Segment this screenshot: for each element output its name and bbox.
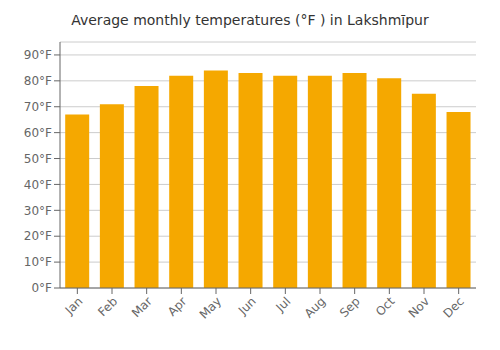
svg-text:20°F: 20°F bbox=[24, 229, 52, 243]
svg-text:80°F: 80°F bbox=[24, 74, 52, 88]
svg-text:30°F: 30°F bbox=[24, 204, 52, 218]
svg-text:50°F: 50°F bbox=[24, 152, 52, 166]
svg-text:60°F: 60°F bbox=[24, 126, 52, 140]
svg-text:10°F: 10°F bbox=[24, 255, 52, 269]
svg-text:Feb: Feb bbox=[95, 294, 120, 319]
svg-text:Nov: Nov bbox=[406, 294, 432, 320]
svg-text:Sep: Sep bbox=[337, 294, 363, 320]
svg-text:Jan: Jan bbox=[62, 294, 86, 318]
svg-text:May: May bbox=[197, 294, 224, 321]
svg-text:Apr: Apr bbox=[165, 294, 190, 319]
svg-text:Jul: Jul bbox=[273, 294, 294, 315]
svg-text:0°F: 0°F bbox=[31, 281, 52, 295]
svg-text:70°F: 70°F bbox=[24, 100, 52, 114]
html-text:Average monthly temperatures (: Average monthly temperatures (°F ) in La… bbox=[71, 12, 429, 28]
svg-text:90°F: 90°F bbox=[24, 48, 52, 62]
svg-text:Mar: Mar bbox=[129, 294, 155, 320]
svg-text:Aug: Aug bbox=[302, 294, 328, 320]
svg-text:40°F: 40°F bbox=[24, 178, 52, 192]
svg-text:Oct: Oct bbox=[373, 294, 398, 319]
svg-text:Dec: Dec bbox=[440, 294, 466, 320]
svg-text:Jun: Jun bbox=[235, 294, 259, 318]
